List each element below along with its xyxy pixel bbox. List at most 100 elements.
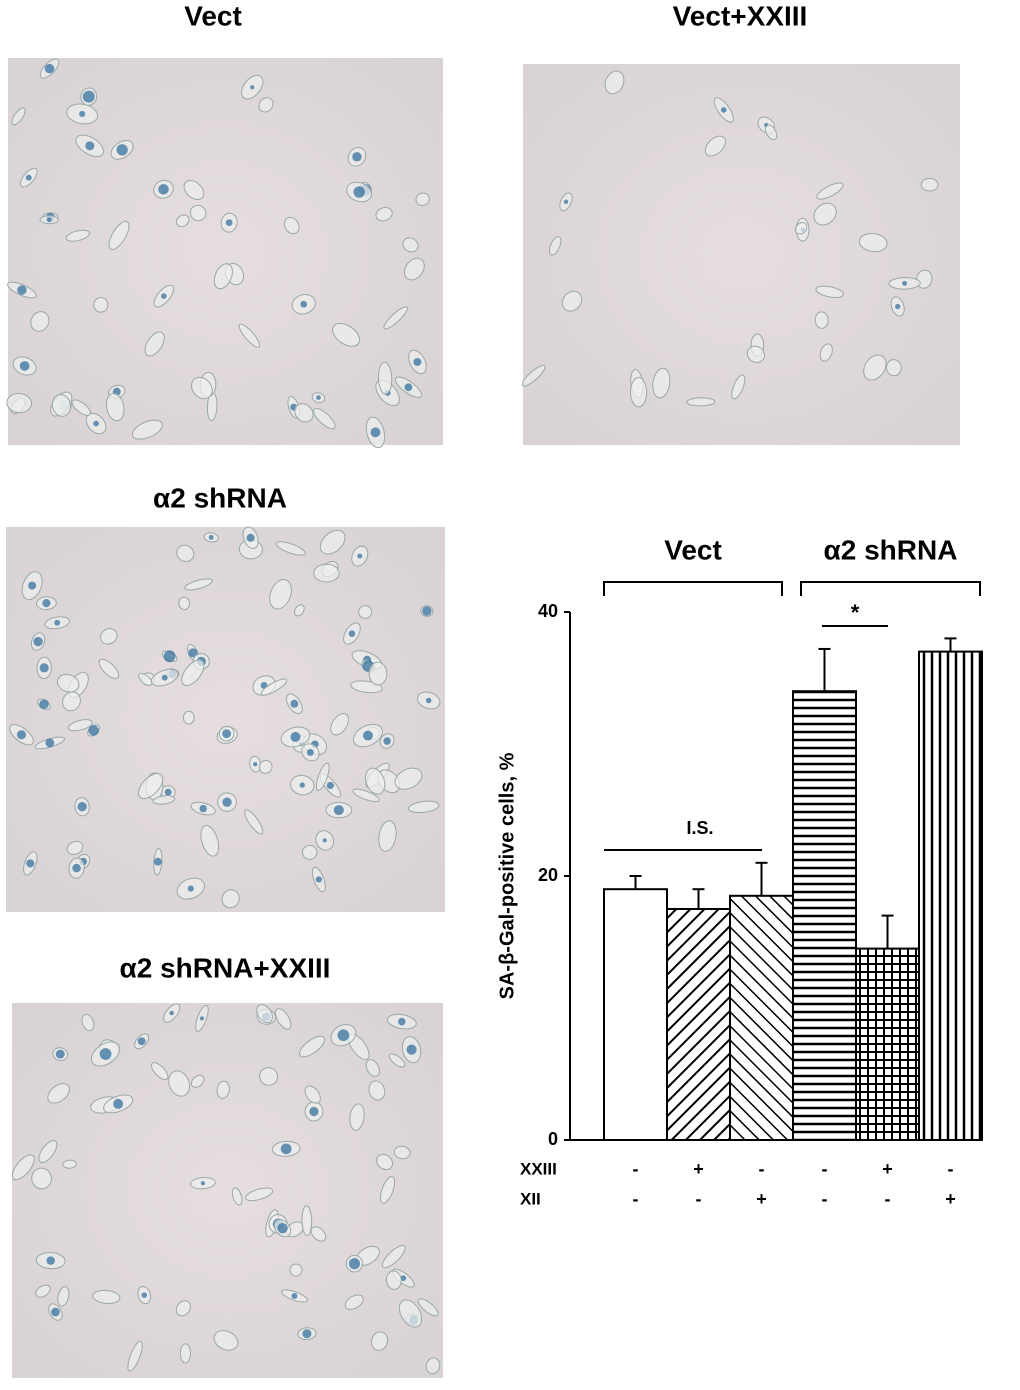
y-axis-label: SA-β-Gal-positive cells, %	[496, 752, 518, 999]
cell	[548, 236, 562, 256]
stain	[363, 730, 373, 741]
stain	[290, 699, 299, 708]
stain	[306, 748, 314, 756]
cell	[190, 1074, 205, 1088]
cell	[358, 605, 373, 619]
cell	[11, 1154, 35, 1181]
cell	[402, 237, 419, 253]
cell	[11, 107, 26, 126]
stain	[277, 1223, 288, 1234]
treatment-sign: -	[885, 1189, 891, 1209]
stain	[72, 863, 81, 873]
stain	[44, 63, 55, 74]
stain	[19, 361, 30, 371]
y-tick-label: 0	[548, 1129, 558, 1149]
stain	[188, 648, 198, 658]
stain	[902, 280, 907, 286]
cell	[150, 1062, 169, 1081]
cell	[686, 397, 716, 407]
cell	[393, 1145, 411, 1160]
cell	[98, 658, 120, 679]
stain	[348, 1258, 361, 1270]
cell	[138, 673, 153, 686]
cell	[365, 767, 386, 795]
cell	[630, 377, 648, 408]
cell	[417, 1298, 439, 1317]
cell	[81, 1013, 95, 1032]
cell	[377, 361, 393, 395]
cell	[352, 788, 380, 803]
stain	[290, 731, 301, 742]
stain	[42, 599, 51, 608]
cell	[47, 1083, 70, 1104]
stain	[141, 1292, 148, 1298]
cell	[886, 359, 902, 377]
stain	[116, 144, 128, 156]
cell	[383, 306, 408, 330]
group-bracket	[800, 581, 981, 596]
cell	[313, 563, 340, 583]
cell	[191, 376, 213, 400]
stain	[322, 838, 327, 843]
treatment-label: XII	[520, 1189, 541, 1208]
stain	[187, 885, 194, 892]
stain	[164, 788, 172, 796]
treatment-sign: +	[756, 1189, 767, 1209]
cell	[385, 1270, 402, 1290]
stain	[348, 630, 356, 637]
stain	[316, 395, 321, 400]
stain	[352, 152, 362, 162]
cell	[310, 1226, 327, 1242]
stain	[337, 1029, 350, 1042]
cell	[398, 1299, 423, 1328]
treatment-sign: +	[945, 1189, 956, 1209]
stain	[199, 1016, 205, 1021]
cell	[178, 596, 191, 611]
cell	[269, 579, 292, 610]
cell	[274, 1008, 292, 1030]
cell	[144, 331, 165, 357]
cell	[238, 323, 261, 348]
cell	[175, 214, 190, 228]
cell	[152, 795, 176, 805]
panel-title: α2 shRNA+XXIII	[120, 952, 331, 983]
cell	[293, 604, 305, 617]
cell	[244, 809, 264, 835]
bar	[729, 894, 794, 1141]
cell	[92, 1289, 121, 1304]
treatment-sign: -	[759, 1159, 765, 1179]
group-label: α2 shRNA	[824, 534, 958, 565]
stain	[300, 300, 308, 308]
micrographs	[6, 58, 960, 1378]
stain	[26, 859, 35, 868]
cell	[176, 544, 195, 563]
stain	[299, 782, 305, 788]
cell	[289, 1263, 303, 1277]
treatment-sign: -	[633, 1159, 639, 1179]
cell	[66, 840, 84, 855]
stain	[400, 1275, 407, 1281]
stain	[222, 729, 232, 739]
cell	[330, 713, 350, 736]
stain	[25, 174, 32, 181]
cell	[216, 1080, 230, 1099]
micrograph	[12, 1003, 443, 1378]
stain	[302, 1329, 312, 1339]
cell	[71, 399, 91, 416]
cell	[375, 206, 393, 222]
cell	[179, 1343, 192, 1364]
bar	[666, 908, 731, 1141]
cell	[304, 1085, 321, 1104]
cell	[127, 1340, 143, 1372]
panel-title: Vect+XXIII	[673, 0, 808, 31]
cell	[31, 1167, 52, 1190]
cell	[819, 343, 833, 362]
stain	[225, 219, 233, 227]
cell	[403, 257, 425, 281]
cell	[93, 296, 109, 313]
stain	[250, 85, 255, 90]
stain	[113, 1098, 124, 1109]
stain	[326, 781, 334, 790]
cell	[231, 1187, 243, 1206]
treatment-sign: -	[948, 1159, 954, 1179]
